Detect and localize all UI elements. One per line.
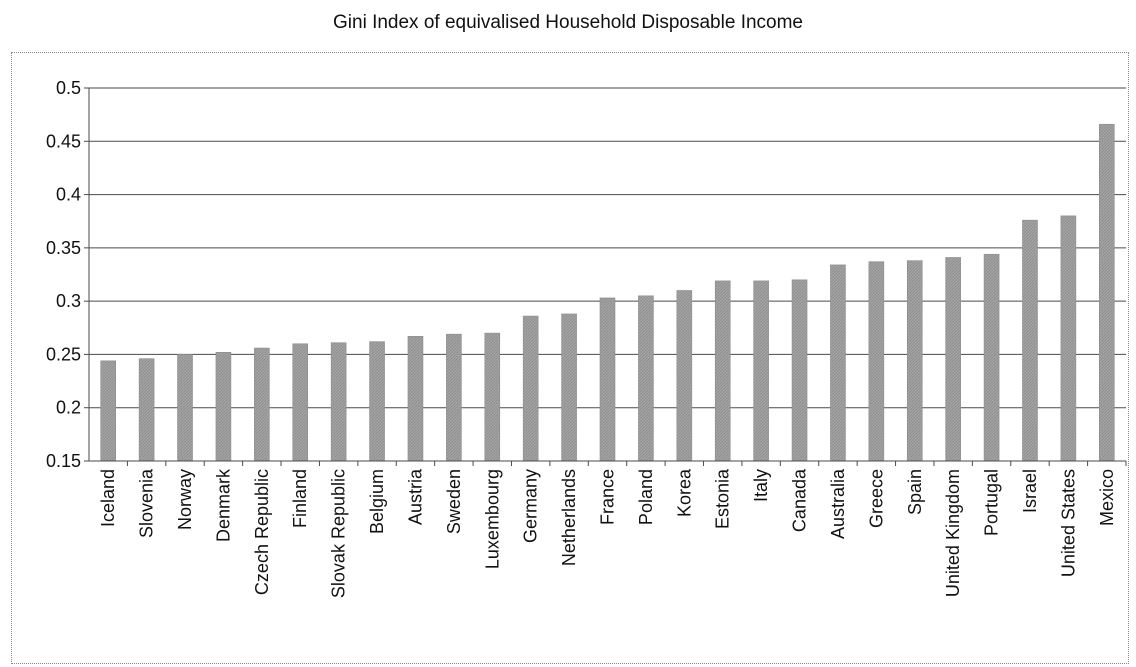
x-category-label: Austria	[405, 468, 425, 525]
bar-netherlands	[561, 313, 577, 462]
x-category-label: Israel	[1020, 469, 1040, 513]
bar-united-kingdom	[945, 257, 961, 462]
chart-title: Gini Index of equivalised Household Disp…	[333, 12, 803, 33]
bars	[100, 123, 1115, 462]
y-tick-label: 0.25	[46, 344, 81, 364]
bar-korea	[676, 290, 693, 462]
bar-france	[599, 297, 616, 462]
bar-canada	[791, 279, 808, 462]
x-category-label: Norway	[175, 469, 195, 530]
axes	[84, 87, 1127, 466]
x-category-label: France	[598, 469, 618, 525]
x-category-label: Iceland	[98, 469, 118, 527]
bar-austria	[407, 336, 424, 462]
bar-israel	[1022, 219, 1038, 462]
x-category-label: Czech Republic	[252, 469, 272, 595]
bar-spain	[906, 260, 923, 462]
x-category-label: Germany	[521, 469, 541, 543]
x-category-label: Finland	[290, 469, 310, 528]
bar-slovenia	[138, 358, 155, 462]
bar-finland	[292, 343, 309, 462]
y-tick-label: 0.5	[56, 78, 81, 98]
x-category-label: Denmark	[213, 468, 233, 542]
x-category-label: Italy	[751, 469, 771, 502]
y-tick-label: 0.4	[56, 185, 81, 205]
y-tick-label: 0.35	[46, 238, 81, 258]
x-category-label: Slovenia	[137, 468, 157, 538]
bar-italy	[753, 280, 769, 462]
x-category-label: Spain	[905, 469, 925, 515]
y-tick-labels: 0.15 0.2 0.25 0.3 0.35 0.4 0.45 0.5	[46, 78, 81, 471]
bar-norway	[177, 354, 193, 462]
x-category-label: Korea	[674, 468, 694, 517]
x-category-label: Belgium	[367, 469, 387, 534]
x-category-label: Greece	[866, 469, 886, 528]
x-category-label: Estonia	[713, 468, 733, 529]
x-category-label: Portugal	[982, 469, 1002, 536]
bar-luxembourg	[484, 332, 501, 462]
bar-germany	[522, 315, 539, 462]
bar-czech-republic	[254, 347, 270, 462]
y-tick-label: 0.2	[56, 398, 81, 418]
bar-slovak-republic	[330, 342, 347, 462]
bar-denmark	[215, 351, 232, 462]
bar-poland	[638, 295, 654, 462]
x-category-label: Netherlands	[559, 469, 579, 566]
x-category-label: United Kingdom	[943, 469, 963, 597]
bar-estonia	[714, 280, 731, 462]
y-tick-label: 0.3	[56, 291, 81, 311]
x-category-label: Mexico	[1097, 469, 1117, 526]
x-category-label: Sweden	[444, 469, 464, 534]
x-category-label: Canada	[790, 468, 810, 532]
y-tick-label: 0.45	[46, 131, 81, 151]
x-category-labels: Iceland Slovenia Norway Denmark Czech Republ…	[98, 468, 1117, 598]
x-category-label: Poland	[636, 469, 656, 525]
bar-iceland	[100, 360, 117, 462]
x-category-label: Australia	[828, 468, 848, 539]
bar-greece	[868, 261, 885, 462]
x-category-label: Luxembourg	[482, 469, 502, 569]
x-category-label: Slovak Republic	[329, 469, 349, 598]
x-category-label: United States	[1058, 469, 1078, 577]
bar-united-states	[1060, 215, 1077, 462]
bar-australia	[830, 264, 846, 462]
y-tick-label: 0.15	[46, 451, 81, 471]
bar-portugal	[983, 253, 1000, 462]
bar-mexico	[1098, 123, 1115, 462]
bar-sweden	[446, 333, 462, 462]
chart-frame	[11, 52, 1129, 664]
bar-belgium	[369, 341, 385, 462]
